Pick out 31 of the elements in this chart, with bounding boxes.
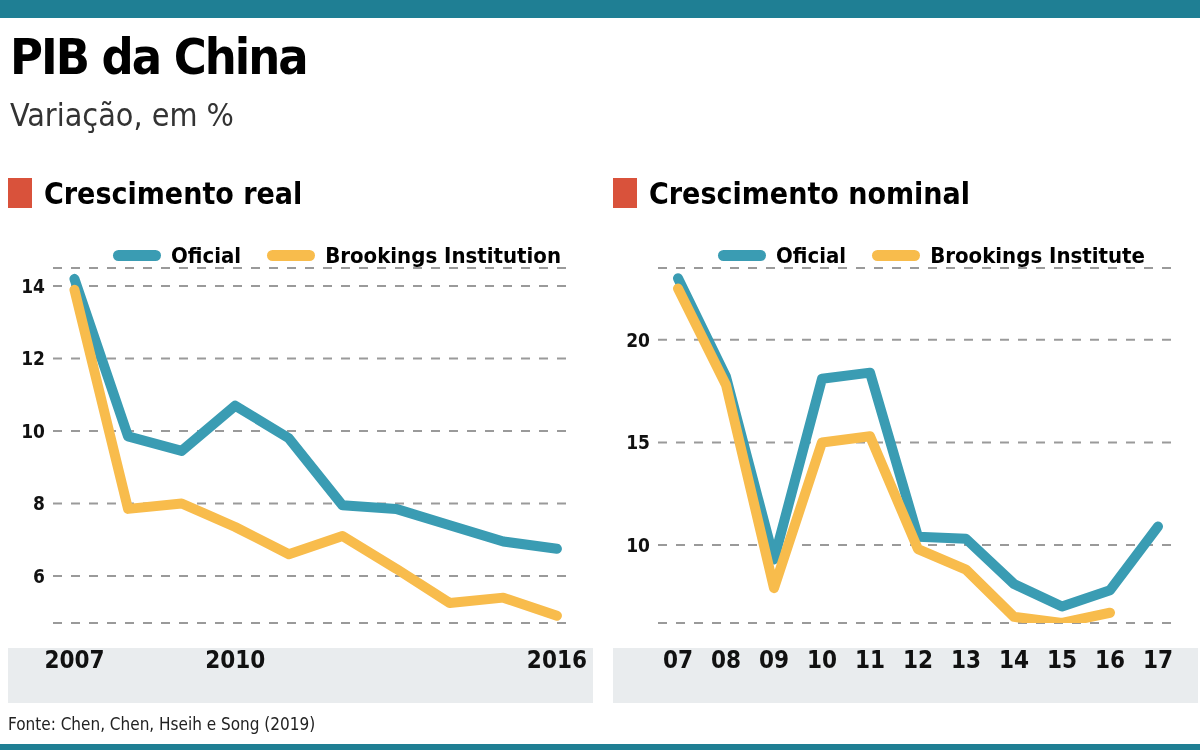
legend-label: Brookings Institute <box>930 243 1145 268</box>
x-tick-label: 08 <box>710 646 742 675</box>
x-tick-label: 11 <box>854 646 886 675</box>
x-tick-label: 07 <box>662 646 694 675</box>
chart-title: Crescimento real <box>44 175 303 211</box>
text: Variação, em % <box>10 96 234 134</box>
x-tick-label: 14 <box>998 646 1030 675</box>
x-tick-label: 2010 <box>205 646 266 675</box>
y-tick-label: 10 <box>626 533 651 556</box>
y-tick-label: 12 <box>21 347 45 370</box>
y-tick-label: 8 <box>33 492 45 515</box>
x-tick-label: 09 <box>758 646 790 675</box>
legend-label: Oficial <box>171 243 242 268</box>
y-tick-label: 10 <box>21 419 46 442</box>
source-note: Fonte: Chen, Chen, Hseih e Song (2019) <box>8 714 316 734</box>
y-tick-label: 20 <box>626 328 651 351</box>
chart-title: Crescimento nominal <box>649 175 971 211</box>
x-tick-label: 17 <box>1142 646 1174 675</box>
x-tick-label: 16 <box>1094 646 1126 675</box>
y-tick-label: 6 <box>33 564 45 587</box>
legend-label: Brookings Institution <box>325 243 562 268</box>
text: PIB da China <box>10 28 307 86</box>
y-tick-label: 14 <box>21 274 46 297</box>
legend-label: Oficial <box>776 243 847 268</box>
x-tick-label: 2016 <box>526 646 587 675</box>
y-tick-label: 15 <box>626 431 650 454</box>
x-tick-label: 13 <box>950 646 982 675</box>
x-tick-label: 2007 <box>44 646 105 675</box>
x-tick-label: 10 <box>806 646 838 675</box>
x-tick-label: 15 <box>1046 646 1078 675</box>
x-tick-label: 12 <box>902 646 934 675</box>
